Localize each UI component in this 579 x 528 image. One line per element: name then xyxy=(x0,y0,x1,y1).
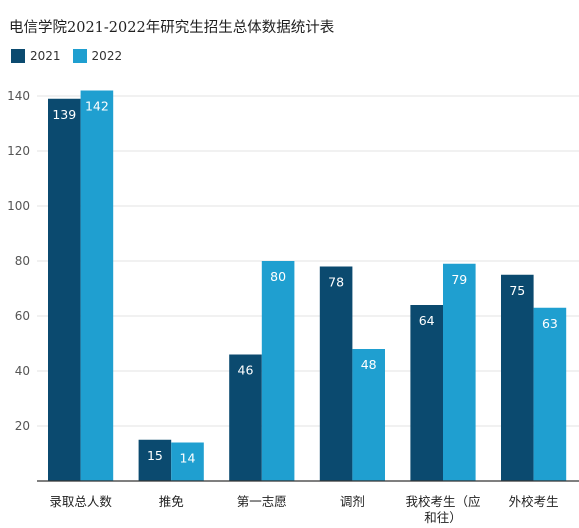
x-category-label: 外校考生 xyxy=(509,494,559,509)
bar-value-label: 63 xyxy=(542,316,558,331)
x-category-label: 第一志愿 xyxy=(237,494,287,509)
y-tick-label: 60 xyxy=(15,309,30,323)
legend-item-2021[interactable]: 2021 xyxy=(11,49,61,63)
bar-value-label: 139 xyxy=(52,107,76,122)
bar-value-label: 64 xyxy=(419,313,435,328)
y-tick-label: 80 xyxy=(15,254,30,268)
bar-2022-4[interactable] xyxy=(443,263,476,481)
legend-label-2021: 2021 xyxy=(30,49,61,63)
chart-title: 电信学院2021-2022年研究生招生总体数据统计表 xyxy=(9,20,335,36)
y-tick-label: 40 xyxy=(15,364,30,378)
bar-value-label: 80 xyxy=(270,269,286,284)
x-category-label: 录取总人数 xyxy=(49,494,112,509)
bar-2021-3[interactable] xyxy=(319,266,353,482)
bar-2022-2[interactable] xyxy=(261,261,295,481)
bar-value-label: 75 xyxy=(509,283,525,298)
bar-value-label: 142 xyxy=(85,99,109,114)
bar-2022-5[interactable] xyxy=(533,307,567,481)
legend-swatch-2021 xyxy=(11,49,25,63)
x-category-label: 调剂 xyxy=(340,494,365,509)
bar-value-label: 14 xyxy=(180,451,196,466)
bar-2022-0[interactable] xyxy=(80,90,114,482)
legend-swatch-2022 xyxy=(72,49,87,63)
bar-value-label: 48 xyxy=(361,357,377,372)
bar-2021-5[interactable] xyxy=(501,274,534,481)
x-category-label: 推免 xyxy=(159,494,184,509)
legend-label-2022: 2022 xyxy=(91,49,123,63)
y-tick-label: 20 xyxy=(15,419,30,433)
bar-2021-0[interactable] xyxy=(48,98,81,481)
legend-item-2022[interactable]: 2022 xyxy=(72,49,123,63)
bar-value-label: 46 xyxy=(238,363,254,378)
x-category-label: 和往） xyxy=(424,510,462,525)
bar-2021-2[interactable] xyxy=(229,354,262,482)
bar-value-label: 78 xyxy=(328,275,344,290)
bar-2021-4[interactable] xyxy=(410,305,443,481)
bar-2021-1[interactable] xyxy=(138,439,172,481)
bar-value-label: 79 xyxy=(451,272,467,287)
y-tick-label: 140 xyxy=(7,89,30,103)
x-category-label: 我校考生（应 xyxy=(405,494,480,509)
legend: 2021 2022 xyxy=(11,49,134,63)
bar-value-label: 15 xyxy=(147,448,163,463)
y-tick-label: 120 xyxy=(7,144,30,158)
bar-2022-3[interactable] xyxy=(352,349,385,481)
y-tick-label: 100 xyxy=(7,199,30,213)
bar-2022-1[interactable] xyxy=(171,442,204,482)
